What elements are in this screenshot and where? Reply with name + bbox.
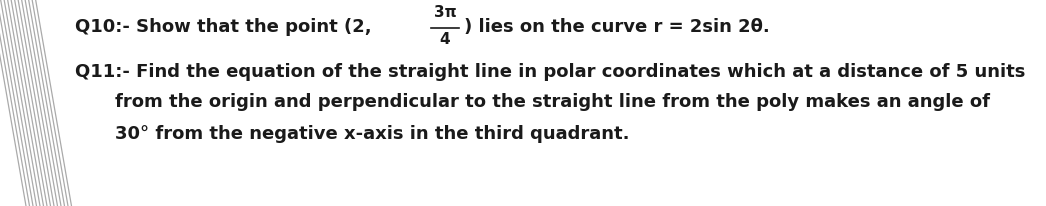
- Text: Q11:- Find the equation of the straight line in polar coordinates which at a dis: Q11:- Find the equation of the straight …: [75, 63, 1025, 81]
- Text: ) lies on the curve r = 2sin 2θ.: ) lies on the curve r = 2sin 2θ.: [464, 18, 770, 36]
- Text: 3π: 3π: [434, 5, 456, 20]
- Text: 4: 4: [439, 32, 451, 47]
- Text: from the origin and perpendicular to the straight line from the poly makes an an: from the origin and perpendicular to the…: [115, 92, 990, 110]
- Text: Q10:- Show that the point (2,: Q10:- Show that the point (2,: [75, 18, 371, 36]
- Text: 30° from the negative x-axis in the third quadrant.: 30° from the negative x-axis in the thir…: [115, 124, 630, 142]
